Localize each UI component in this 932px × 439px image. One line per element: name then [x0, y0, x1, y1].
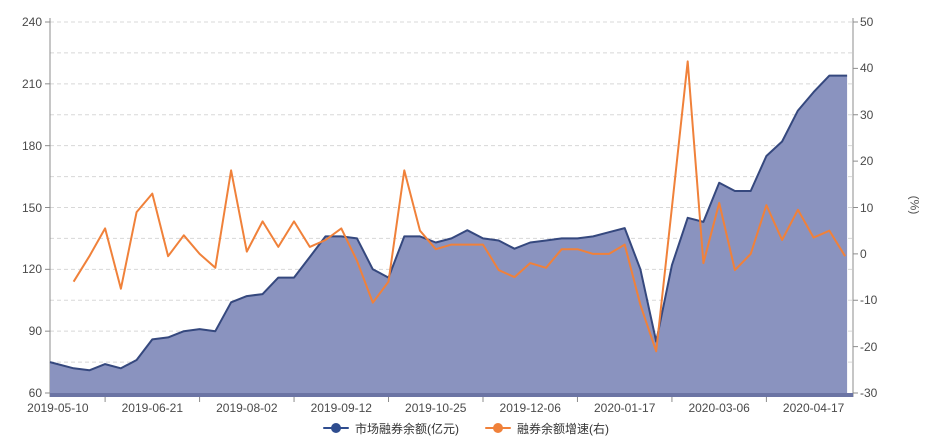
balance-area-series [50, 75, 848, 393]
x-axis-tick-label: 2019-05-10 [27, 401, 89, 415]
x-axis-tick-label: 2020-04-17 [782, 401, 845, 415]
y-axis-left-tick-label: 120 [21, 262, 42, 277]
right-axis-unit-label: (%) [907, 195, 922, 215]
x-axis-tick-label: 2019-08-02 [216, 401, 278, 415]
y-axis-right-tick-label: 40 [860, 61, 874, 76]
legend-label-growth: 融券余额增速(右) [517, 421, 609, 436]
x-axis-tick-label: 2019-06-21 [121, 401, 184, 415]
x-axis-tick-label: 2020-01-17 [593, 401, 656, 415]
legend-marker-growth-icon [485, 423, 511, 433]
x-axis-line [50, 393, 853, 397]
x-axis-tick-label: 2020-03-06 [688, 401, 750, 415]
y-axis-right-tick-label: -20 [860, 339, 878, 354]
y-axis-left-tick-label: 150 [21, 200, 42, 215]
legend: 市场融券余额(亿元) 融券余额增速(右) [0, 418, 932, 438]
y-axis-right-tick-label: 0 [860, 246, 867, 261]
legend-item-market-balance[interactable]: 市场融券余额(亿元) [323, 420, 459, 437]
y-axis-right-tick-label: 50 [860, 15, 874, 29]
balance-line-series [49, 74, 848, 372]
y-axis-left-tick-label: 60 [28, 386, 42, 400]
y-axis-left-tick-label: 90 [28, 324, 42, 339]
y-axis-right-tick-label: -10 [860, 293, 878, 308]
legend-label-balance: 市场融券余额(亿元) [355, 421, 459, 436]
y-axis-right-tick-label: 20 [860, 154, 874, 169]
legend-item-growth-rate[interactable]: 融券余额增速(右) [485, 420, 609, 437]
y-axis-left-tick-label: 210 [21, 76, 42, 91]
y-axis-left-tick-label: 240 [21, 15, 42, 29]
growth-line-series [72, 60, 846, 353]
y-axis-right-tick-label: -30 [860, 386, 878, 400]
legend-marker-balance-icon [323, 423, 349, 433]
y-axis-right-tick-label: 10 [860, 200, 874, 215]
x-axis-tick-label: 2019-12-06 [499, 401, 561, 415]
x-axis-tick-label: 2019-10-25 [405, 401, 467, 415]
plot-area [45, 18, 858, 402]
y-axis-left-tick-label: 180 [21, 138, 42, 153]
x-axis-tick-label: 2019-09-12 [310, 401, 372, 415]
y-axis-right-tick-label: 30 [860, 107, 874, 122]
